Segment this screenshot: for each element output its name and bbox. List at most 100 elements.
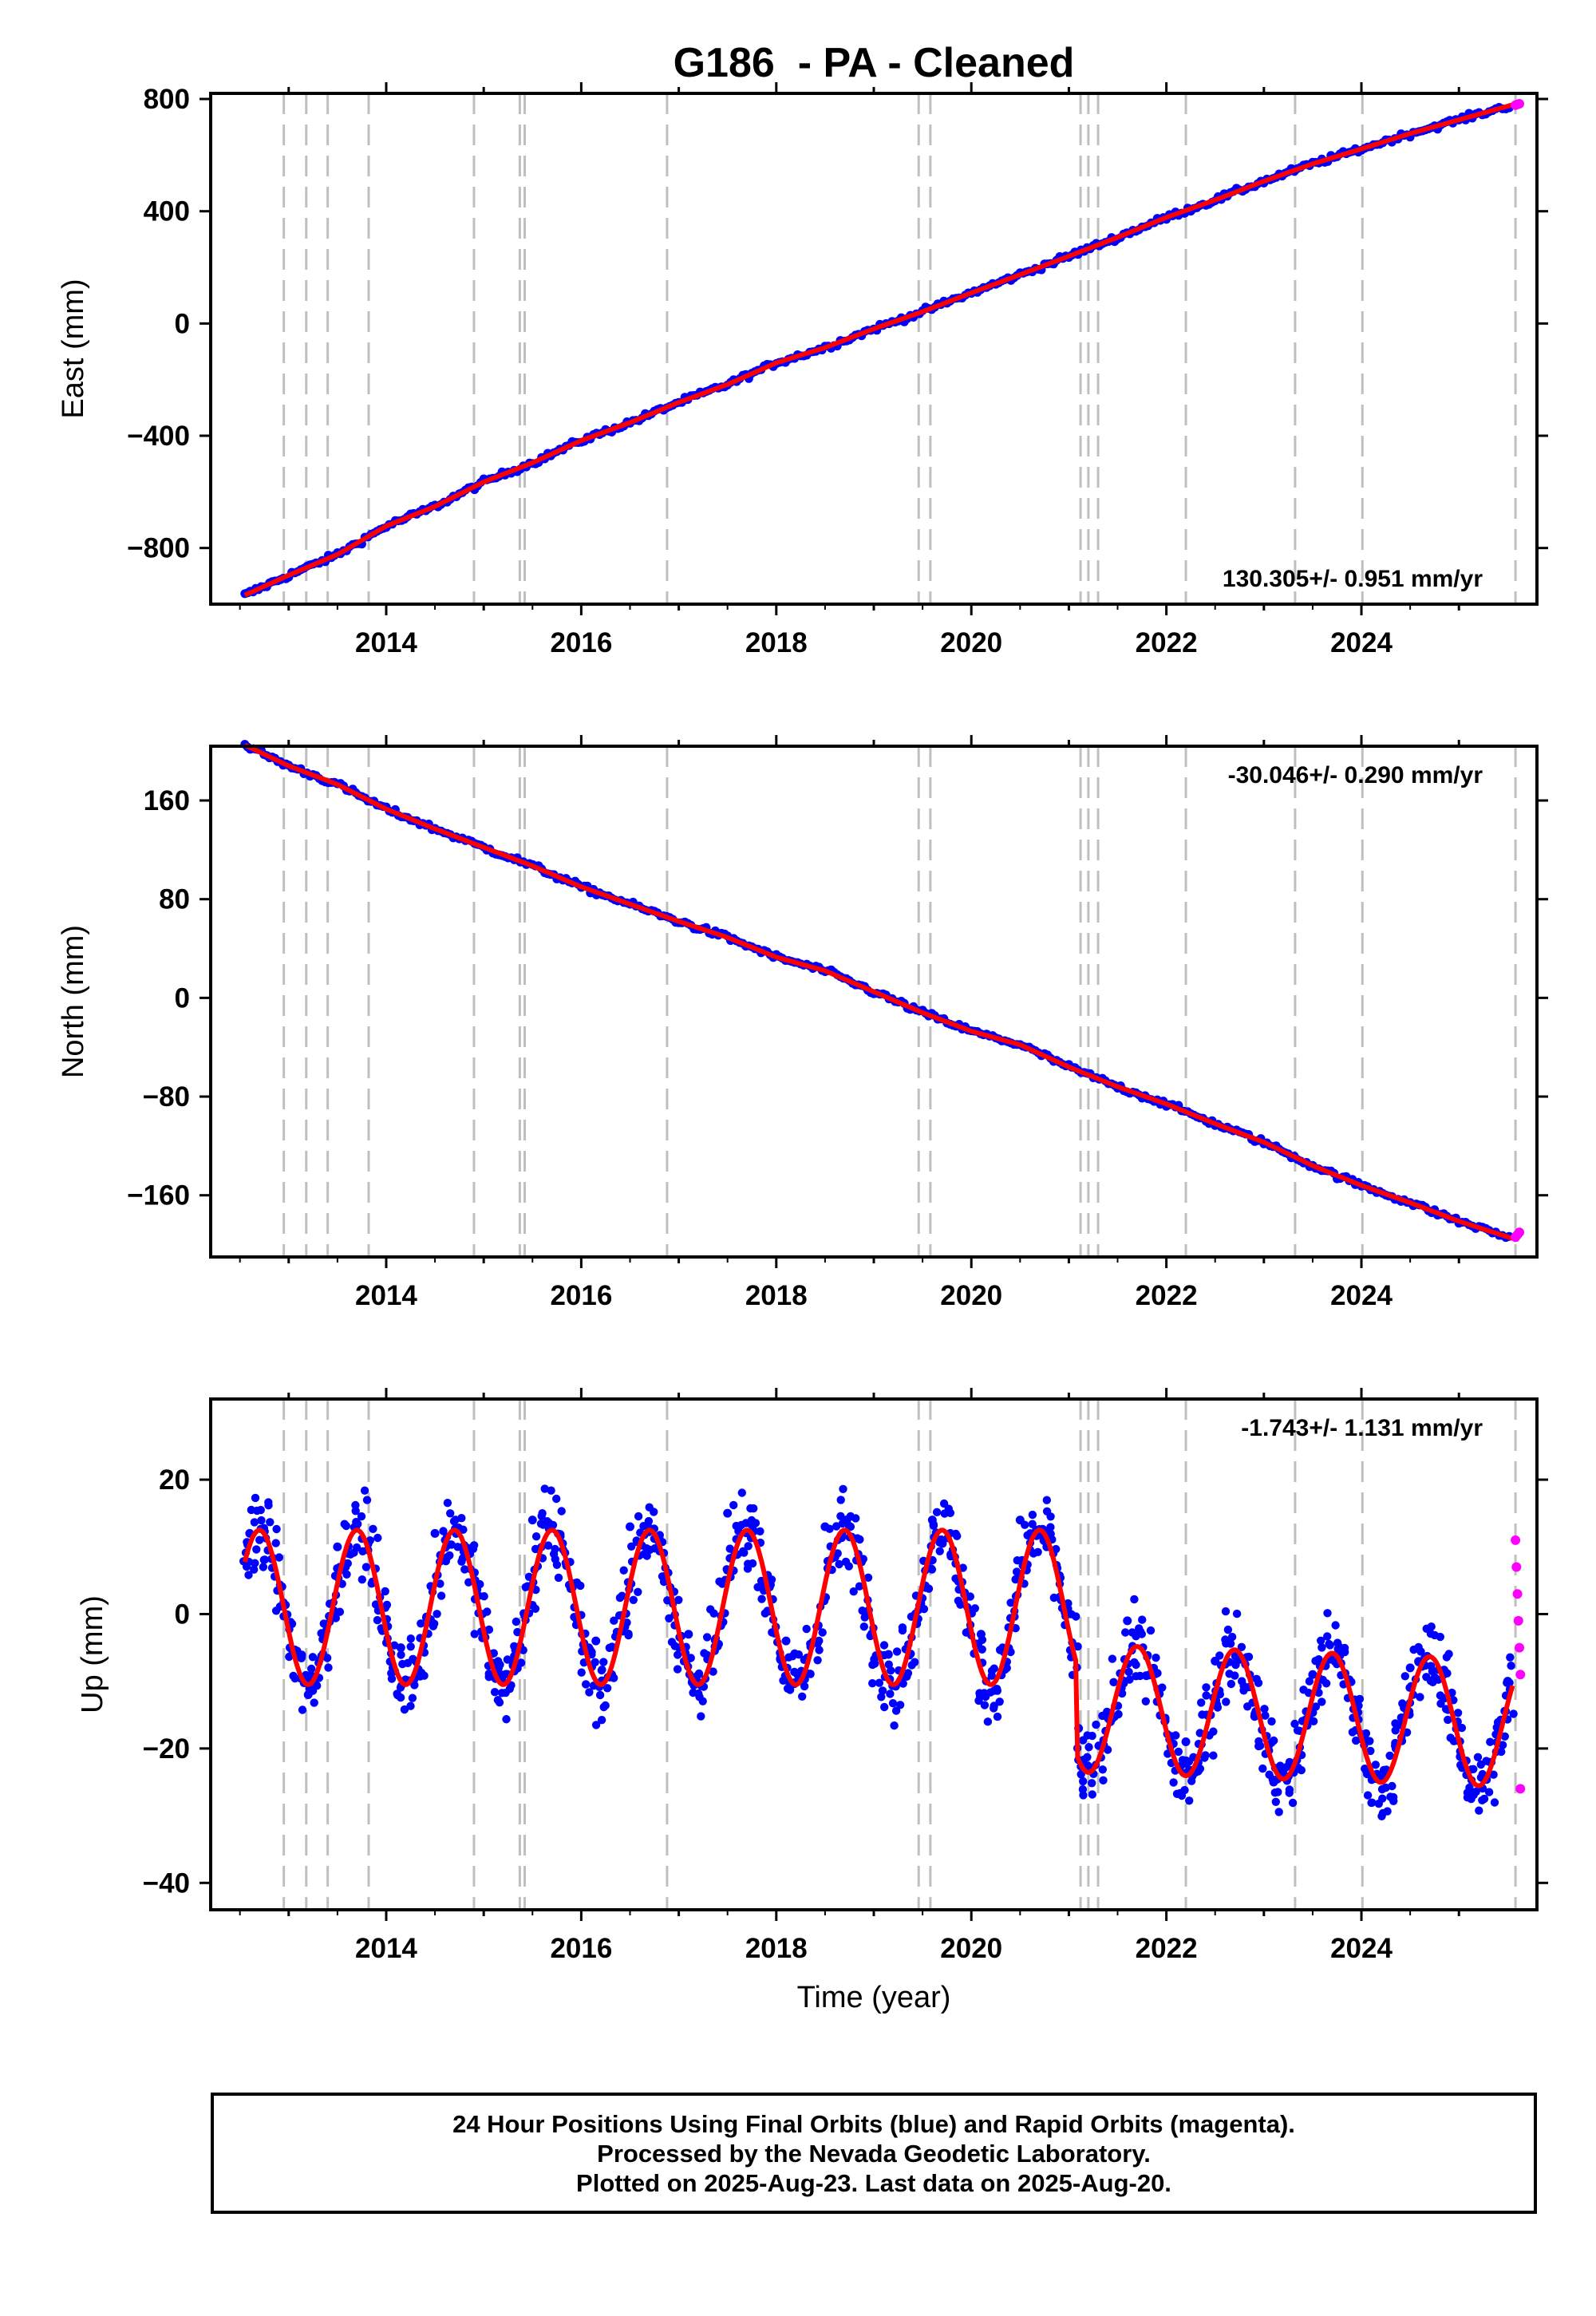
data-point — [420, 1671, 429, 1680]
data-point — [1365, 1737, 1374, 1745]
data-point — [1388, 1781, 1396, 1791]
data-point — [879, 1641, 889, 1650]
data-point — [818, 1628, 827, 1637]
data-point — [396, 1693, 405, 1702]
data-point — [1141, 1697, 1151, 1705]
data-point — [1088, 1779, 1096, 1788]
data-point — [408, 1694, 417, 1702]
data-point — [1444, 1715, 1452, 1725]
data-point — [443, 1499, 452, 1508]
data-point — [888, 1699, 898, 1708]
data-point — [1506, 1653, 1515, 1662]
data-point — [990, 1664, 999, 1673]
data-point — [1436, 1632, 1445, 1642]
data-point — [551, 1544, 559, 1554]
data-point — [709, 1609, 718, 1618]
data-point — [1352, 1736, 1361, 1745]
data-point — [993, 1712, 1002, 1721]
data-point — [358, 1575, 366, 1584]
data-point — [748, 1559, 757, 1568]
data-point — [252, 1545, 261, 1554]
data-point — [264, 1501, 273, 1510]
data-point — [259, 1563, 268, 1571]
data-point — [1114, 1709, 1123, 1719]
x-tick-label: 2024 — [1330, 1933, 1393, 1964]
model-fit-line — [243, 742, 1514, 1241]
panel-up: −40 −20 0 20 2014 2016 2018 2020 2022 2024 Up (mm)… — [76, 1388, 1548, 1964]
data-point — [1270, 1736, 1278, 1745]
data-point — [352, 1543, 361, 1552]
data-point — [1211, 1656, 1220, 1666]
data-point — [591, 1636, 601, 1646]
rapid-orbit-point — [1515, 1642, 1525, 1653]
data-point — [1308, 1670, 1317, 1679]
data-point — [749, 1504, 758, 1513]
data-point — [781, 1636, 791, 1646]
data-point — [739, 1547, 748, 1556]
data-point — [1426, 1662, 1436, 1670]
data-point — [1092, 1720, 1100, 1729]
data-point — [800, 1682, 809, 1691]
data-point — [446, 1509, 455, 1518]
data-point — [1180, 1785, 1189, 1795]
rapid-orbit-point — [1515, 1670, 1526, 1680]
data-point — [1226, 1639, 1235, 1648]
data-point — [272, 1524, 281, 1534]
x-tick-label: 2018 — [745, 627, 808, 658]
data-point — [1146, 1626, 1156, 1635]
x-tick-label: 2024 — [1330, 627, 1393, 658]
data-point — [351, 1500, 360, 1510]
data-point — [890, 1721, 899, 1730]
data-point — [342, 1570, 351, 1579]
data-point — [502, 1715, 511, 1724]
data-point — [895, 1701, 905, 1709]
data-point — [351, 1507, 360, 1516]
data-point — [298, 1705, 307, 1714]
data-point — [1195, 1765, 1205, 1773]
data-point — [756, 1527, 764, 1536]
data-point — [1099, 1776, 1108, 1784]
data-point — [1400, 1672, 1410, 1681]
data-point — [460, 1565, 469, 1574]
data-point — [1323, 1632, 1332, 1641]
data-point — [1152, 1654, 1160, 1662]
y-tick-label: −40 — [143, 1867, 190, 1899]
data-point — [849, 1587, 858, 1596]
data-point — [1088, 1731, 1096, 1741]
data-point — [1317, 1643, 1326, 1652]
data-point — [1137, 1630, 1147, 1638]
data-point — [494, 1663, 504, 1673]
data-point — [887, 1666, 895, 1675]
data-point — [1261, 1711, 1270, 1720]
data-point — [381, 1587, 389, 1596]
model-fit-line — [243, 102, 1514, 598]
data-point — [285, 1652, 294, 1662]
data-point — [697, 1712, 705, 1721]
data-point — [540, 1484, 549, 1493]
data-point — [684, 1630, 693, 1639]
data-point — [1195, 1729, 1204, 1737]
data-point — [437, 1591, 446, 1600]
data-point — [1389, 1792, 1398, 1802]
rapid-orbit-point — [1515, 1784, 1526, 1794]
data-point — [552, 1560, 562, 1570]
data-point — [1486, 1737, 1495, 1746]
data-point — [1132, 1660, 1140, 1670]
data-point — [932, 1508, 942, 1517]
data-point — [886, 1690, 895, 1698]
data-point — [244, 1571, 253, 1579]
panel-frame-east — [209, 92, 1539, 606]
x-tick-label: 2022 — [1136, 1280, 1198, 1311]
data-point — [354, 1520, 362, 1528]
data-point — [1509, 1709, 1518, 1718]
panel-east: −800 −400 0 400 800 2014 2016 2018 2020 2022 2024 E… — [57, 82, 1548, 658]
data-point — [1269, 1777, 1278, 1787]
data-point — [694, 1669, 704, 1678]
data-point — [883, 1650, 893, 1659]
data-point — [806, 1670, 815, 1678]
data-point — [935, 1547, 944, 1555]
data-point — [709, 1667, 717, 1676]
data-point — [1321, 1679, 1331, 1688]
data-point — [255, 1535, 264, 1544]
data-point — [310, 1698, 318, 1707]
